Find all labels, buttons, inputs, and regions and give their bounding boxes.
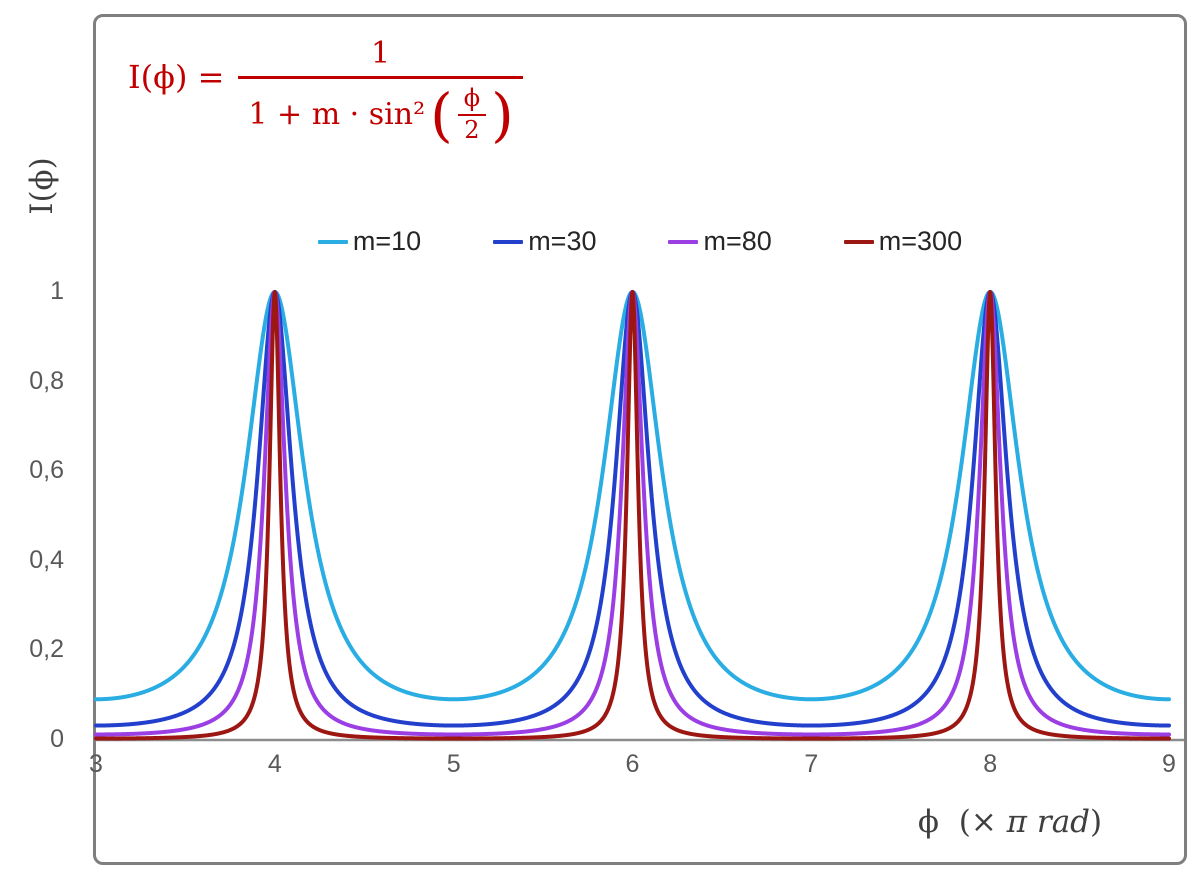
formula-numerator: 1 xyxy=(371,36,391,71)
legend-label-m300: m=300 xyxy=(878,226,963,256)
formula-fraction: 1 1 + m · sin² ( ϕ 2 ) xyxy=(238,36,523,149)
curve-m=300 xyxy=(94,290,1171,741)
x-axis-unit-open: (× xyxy=(958,804,1007,840)
legend-label-m80: m=80 xyxy=(703,226,772,256)
curve-m=30 xyxy=(94,290,1171,728)
legend-item-m80: m=80 xyxy=(668,226,772,257)
x-axis-unit-close: ) xyxy=(1090,804,1103,840)
legend-swatch-m80 xyxy=(668,239,699,244)
legend-item-m30: m=30 xyxy=(493,226,596,257)
x-tick-label-9: 9 xyxy=(1162,750,1176,778)
legend-swatch-m30 xyxy=(493,239,524,244)
x-tick-label-7: 7 xyxy=(804,750,819,778)
legend-item-m300: m=300 xyxy=(843,226,963,257)
formula-denominator: 1 + m · sin² ( ϕ 2 ) xyxy=(238,76,523,149)
y-tick-label-1: 1 xyxy=(50,277,64,305)
formula-inner-fraction: ϕ 2 xyxy=(458,84,486,145)
legend-label-m30: m=30 xyxy=(528,226,597,256)
x-tick-label-5: 5 xyxy=(446,750,461,778)
legend-item-m10: m=10 xyxy=(317,226,422,257)
y-tick-label-0,2: 0,2 xyxy=(29,635,64,664)
formula-lhs: I(ϕ) = xyxy=(128,58,225,97)
x-tick-label-4: 4 xyxy=(267,750,282,778)
y-tick-label-0,6: 0,6 xyxy=(29,456,64,485)
formula-inner-denominator: 2 xyxy=(458,113,486,145)
formula: I(ϕ) = 1 1 + m · sin² ( ϕ 2 ) xyxy=(128,36,523,144)
x-tick-label-8: 8 xyxy=(983,750,998,778)
x-tick-label-6: 6 xyxy=(625,750,640,778)
y-axis-title: I(ϕ) xyxy=(24,157,60,215)
legend-label-m10: m=10 xyxy=(352,226,422,256)
y-tick-label-0,8: 0,8 xyxy=(29,366,64,395)
formula-left-paren: ( xyxy=(430,80,453,149)
formula-inner-numerator: ϕ xyxy=(463,84,481,112)
curve-m=80 xyxy=(94,290,1171,737)
y-tick-label-0,4: 0,4 xyxy=(29,545,64,574)
x-axis-title: ϕ (× π rad) xyxy=(850,804,1170,840)
legend-swatch-m10 xyxy=(317,239,348,244)
x-tick-label-3: 3 xyxy=(89,750,103,778)
x-axis-symbol: ϕ xyxy=(917,804,939,840)
x-axis-unit: π rad xyxy=(1006,804,1091,840)
legend: m=10 m=30 m=80 m=300 xyxy=(93,226,1187,257)
chart-border xyxy=(93,14,1187,865)
y-tick-label-0: 0 xyxy=(50,725,64,753)
legend-swatch-m300 xyxy=(843,239,874,244)
formula-right-paren: ) xyxy=(491,80,514,149)
formula-den-text: 1 + m · sin² xyxy=(248,97,426,133)
